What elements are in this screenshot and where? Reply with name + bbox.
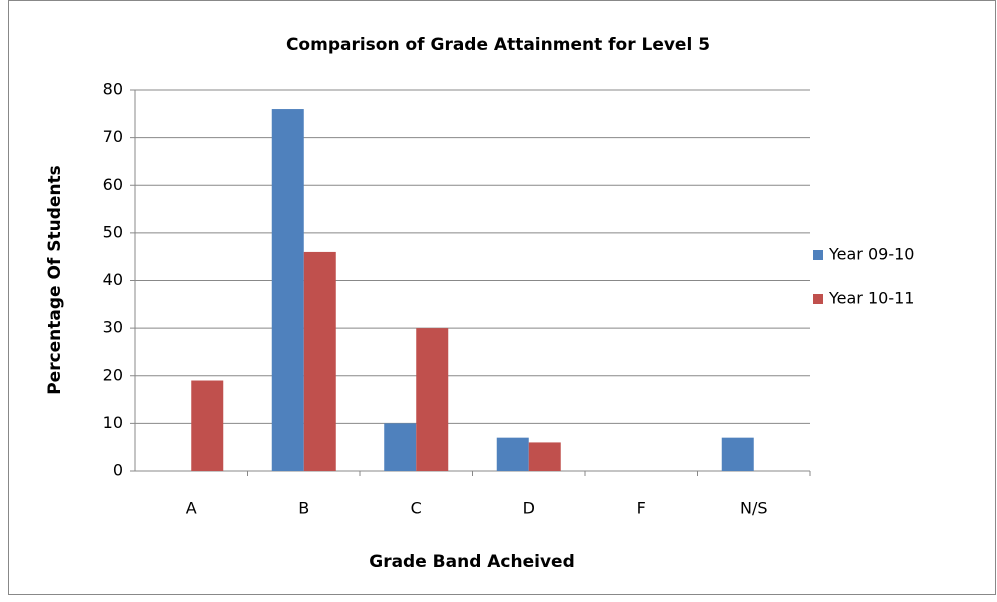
x-tick-label: A xyxy=(186,499,197,518)
y-tick-label: 40 xyxy=(103,270,123,289)
y-tick-label: 60 xyxy=(103,175,123,194)
bar xyxy=(416,328,449,471)
y-tick-label: 70 xyxy=(103,127,123,146)
legend-swatch xyxy=(813,294,823,304)
y-axis-label: Percentage Of Students xyxy=(45,165,65,395)
x-axis-label: Grade Band Acheived xyxy=(369,552,575,572)
legend-label: Year 09-10 xyxy=(828,245,914,264)
chart-title: Comparison of Grade Attainment for Level… xyxy=(286,35,710,55)
bar xyxy=(384,423,417,471)
bar xyxy=(271,109,304,472)
x-tick-label: D xyxy=(523,499,535,518)
bar xyxy=(528,442,561,471)
chart-border xyxy=(8,0,996,595)
y-tick-label: 0 xyxy=(113,461,123,480)
y-tick-label: 30 xyxy=(103,318,123,337)
y-tick-label: 10 xyxy=(103,413,123,432)
bar xyxy=(191,380,224,471)
legend-swatch xyxy=(813,250,823,260)
bar xyxy=(721,437,754,471)
bar xyxy=(496,437,529,471)
x-tick-label: F xyxy=(637,499,646,518)
x-tick-label: B xyxy=(298,499,309,518)
x-tick-label: C xyxy=(411,499,422,518)
y-tick-label: 20 xyxy=(103,365,123,384)
y-tick-label: 50 xyxy=(103,222,123,241)
x-tick-label: N/S xyxy=(740,499,768,518)
bar xyxy=(303,251,336,471)
y-tick-label: 80 xyxy=(103,80,123,99)
legend-label: Year 10-11 xyxy=(828,289,914,308)
